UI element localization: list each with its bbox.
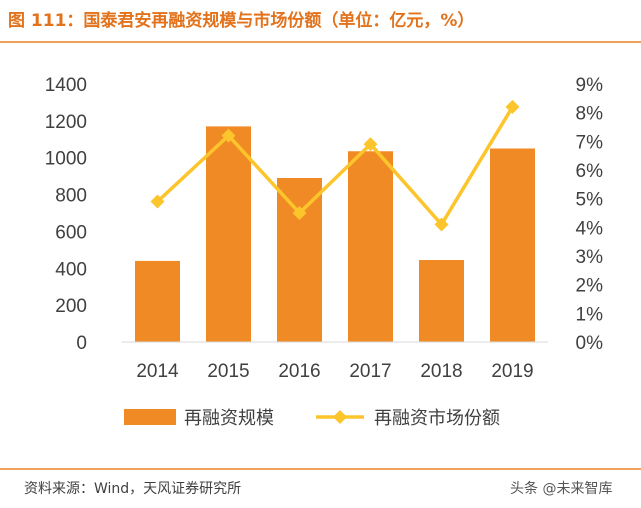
source-note: 资料来源：Wind，天风证券研究所 (24, 481, 242, 497)
x-tick-label: 2016 (278, 361, 320, 382)
watermark: 头条 @未来智库 (510, 481, 613, 497)
legend-line-marker (333, 410, 347, 424)
legend-bar-label: 再融资规模 (184, 408, 274, 429)
left-tick-label: 0 (76, 333, 87, 354)
share-marker-2014 (150, 194, 165, 209)
x-tick-label: 2017 (349, 361, 391, 382)
share-marker-2018 (434, 217, 449, 232)
x-axis-ticks: 2014 2015 2016 2017 2018 2019 (136, 361, 533, 382)
right-tick-label: 1% (576, 304, 604, 325)
right-tick-label: 2% (576, 276, 604, 297)
legend: 再融资规模 再融资市场份额 (124, 408, 500, 429)
x-tick-label: 2018 (420, 361, 462, 382)
x-tick-label: 2015 (207, 361, 249, 382)
bar-2014 (135, 260, 180, 342)
x-tick-label: 2019 (491, 361, 533, 382)
legend-line-label: 再融资市场份额 (374, 408, 500, 429)
bar-2015 (206, 126, 251, 342)
share-marker-2017 (363, 137, 378, 152)
left-axis-ticks: 0 200 400 600 800 1000 1200 1400 (45, 75, 87, 354)
x-tick-label: 2014 (136, 361, 179, 382)
right-tick-label: 4% (576, 218, 604, 239)
chart-title: 图 111：国泰君安再融资规模与市场份额（单位：亿元，%） (8, 11, 475, 31)
bar-2018 (419, 259, 464, 342)
share-line (156, 106, 514, 227)
left-tick-label: 400 (55, 259, 87, 280)
right-tick-label: 7% (576, 132, 604, 153)
right-tick-label: 6% (576, 161, 604, 182)
share-marker-2015 (221, 128, 236, 143)
right-tick-label: 9% (576, 75, 604, 96)
right-tick-label: 5% (576, 190, 604, 211)
bar-2017 (348, 151, 393, 342)
right-axis-ticks: 0% 1% 2% 3% 4% 5% 6% 7% 8% 9% (576, 75, 604, 354)
left-tick-label: 800 (55, 186, 87, 207)
bar-2019 (490, 148, 535, 342)
left-tick-label: 600 (55, 222, 87, 243)
share-marker-2016 (292, 206, 307, 220)
title-divider (0, 41, 641, 43)
left-tick-label: 200 (55, 296, 87, 317)
right-tick-label: 8% (576, 104, 604, 125)
bar-series-group (135, 126, 535, 342)
legend-bar-swatch (124, 409, 176, 425)
left-tick-label: 1200 (45, 112, 87, 133)
line-series-group (150, 99, 520, 232)
right-tick-label: 3% (576, 247, 604, 268)
bar-2016 (277, 177, 322, 342)
left-tick-label: 1000 (45, 149, 87, 170)
right-tick-label: 0% (576, 333, 604, 354)
left-tick-label: 1400 (45, 75, 87, 96)
footer-divider (0, 468, 641, 470)
share-marker-2019 (505, 99, 520, 114)
